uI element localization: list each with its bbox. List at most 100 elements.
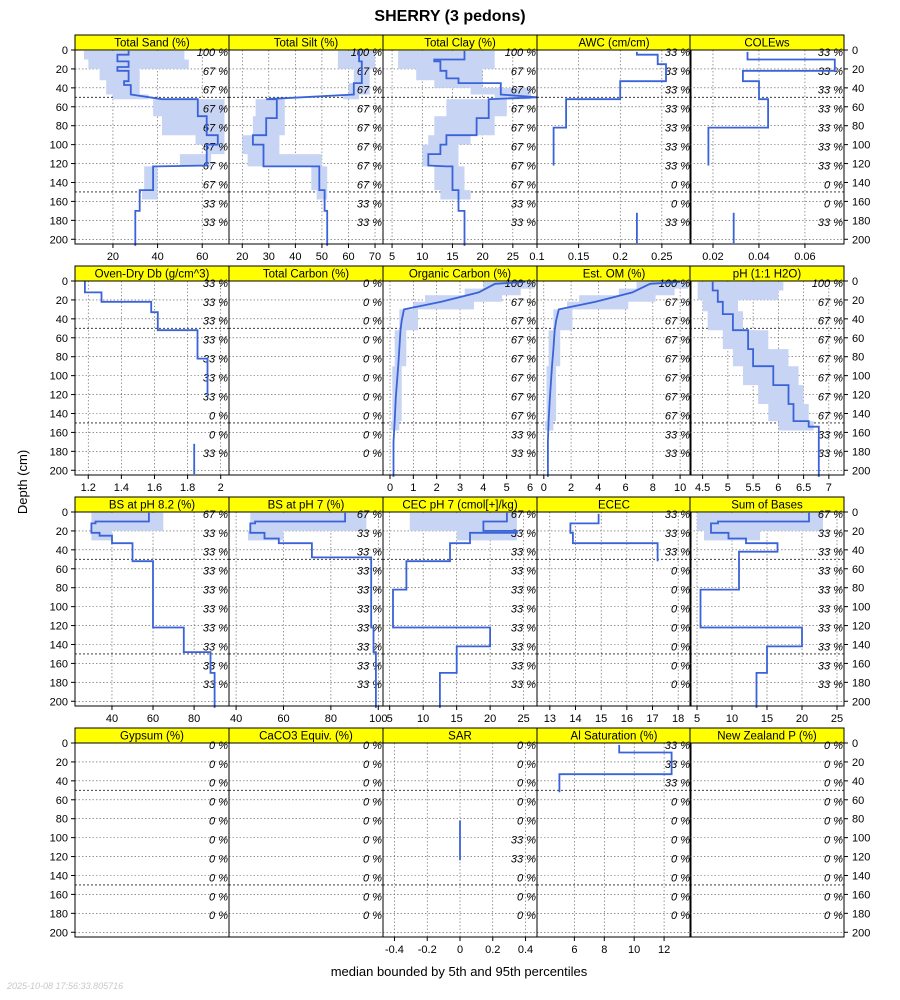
pct-label: 33 % xyxy=(818,66,843,78)
panel-strip-label: Oven-Dry Db (g/cm^3) xyxy=(95,269,210,281)
y-tick-label: 120 xyxy=(50,852,68,864)
pct-label: 33 % xyxy=(511,604,536,616)
pct-label: 0 % xyxy=(671,872,690,884)
x-tick-label: 7 xyxy=(826,482,832,494)
pct-label: 0 % xyxy=(671,816,690,828)
y-tick-label: 80 xyxy=(56,814,68,826)
y-tick-label: 100 xyxy=(852,371,870,383)
pct-label: 33 % xyxy=(511,622,536,634)
pct-label: 0 % xyxy=(363,759,382,771)
pct-label: 67 % xyxy=(511,335,536,347)
y-tick-label: 160 xyxy=(852,889,870,901)
pct-label: 33 % xyxy=(203,198,228,210)
pct-label: 33 % xyxy=(203,679,228,691)
pct-label: 0 % xyxy=(671,179,690,191)
pct-label: 0 % xyxy=(517,740,536,752)
y-tick-label: 140 xyxy=(50,408,68,420)
x-tick-label: 40 xyxy=(106,713,118,725)
y-tick-label: 60 xyxy=(852,564,864,576)
panel-strip-label: Al Saturation (%) xyxy=(571,731,658,743)
pct-label: 100 % xyxy=(659,278,690,290)
pct-label: 0 % xyxy=(671,604,690,616)
y-tick-label: 180 xyxy=(50,446,68,458)
y-tick-label: 200 xyxy=(852,234,870,246)
pct-label: 67 % xyxy=(818,335,843,347)
pct-label: 33 % xyxy=(665,217,690,229)
x-tick-label: 5 xyxy=(504,482,510,494)
y-tick-label: 60 xyxy=(56,795,68,807)
median-line xyxy=(90,512,216,708)
y-tick-label: 200 xyxy=(50,234,68,246)
y-tick-label: 120 xyxy=(852,390,870,402)
x-tick-label: 1.2 xyxy=(81,482,96,494)
pct-label: 33 % xyxy=(511,528,536,540)
y-tick-label: 200 xyxy=(852,696,870,708)
x-tick-label: 0.2 xyxy=(613,251,628,263)
pct-label: 33 % xyxy=(818,660,843,672)
y-tick-label: 120 xyxy=(852,852,870,864)
y-tick-label: 160 xyxy=(852,427,870,439)
y-tick-label: 0 xyxy=(62,276,68,288)
panel-frame xyxy=(536,511,692,707)
y-tick-label: 160 xyxy=(852,196,870,208)
pct-label: 67 % xyxy=(203,509,228,521)
y-tick-label: 20 xyxy=(852,295,864,307)
pct-label: 0 % xyxy=(209,410,228,422)
pct-label: 33 % xyxy=(818,160,843,172)
pct-label: 0 % xyxy=(209,891,228,903)
pct-label: 67 % xyxy=(511,509,536,521)
y-tick-label: 140 xyxy=(852,408,870,420)
y-tick-label: 140 xyxy=(50,870,68,882)
pct-label: 33 % xyxy=(818,604,843,616)
panel-strip-label: SAR xyxy=(448,731,472,743)
y-tick-label: 200 xyxy=(852,465,870,477)
pct-label: 0 % xyxy=(824,872,843,884)
pct-label: 33 % xyxy=(203,585,228,597)
pct-label: 67 % xyxy=(511,104,536,116)
y-tick-label: 60 xyxy=(852,795,864,807)
x-tick-label: 25 xyxy=(831,713,843,725)
pct-label: 33 % xyxy=(818,622,843,634)
panel: Est. OM (%) 100 % 67 % 67 % 67 % 67 % 67 % 67 %… xyxy=(536,265,692,494)
pct-label: 33 % xyxy=(357,641,382,653)
panel-frame xyxy=(689,49,845,245)
y-tick-label: 100 xyxy=(852,140,870,152)
pct-label: 33 % xyxy=(818,566,843,578)
x-tick-label: 10 xyxy=(726,713,738,725)
x-tick-label: 6.5 xyxy=(796,482,811,494)
y-tick-label: 120 xyxy=(50,390,68,402)
pct-label: 67 % xyxy=(511,160,536,172)
pct-label: 0 % xyxy=(363,410,382,422)
panel-frame xyxy=(536,280,692,476)
median-line xyxy=(116,50,219,246)
panel-frame xyxy=(228,742,384,938)
pct-label: 33 % xyxy=(203,278,228,290)
panel: pH (1:1 H2O) 100 % 67 % 67 % 67 % 67 % 67 % 67 … xyxy=(689,265,870,494)
pct-label: 0 % xyxy=(363,297,382,309)
pct-label: 33 % xyxy=(203,316,228,328)
pct-label: 33 % xyxy=(818,142,843,154)
panel-frame xyxy=(228,280,384,476)
pct-label: 67 % xyxy=(511,373,536,385)
y-tick-label: 80 xyxy=(852,352,864,364)
y-tick-label: 80 xyxy=(56,583,68,595)
percentile-band xyxy=(248,512,367,541)
pct-label: 33 % xyxy=(203,391,228,403)
x-tick-label: 5.5 xyxy=(745,482,760,494)
pct-label: 33 % xyxy=(511,429,536,441)
pct-label: 33 % xyxy=(511,641,536,653)
y-tick-label: 80 xyxy=(852,814,864,826)
y-tick-label: 180 xyxy=(50,677,68,689)
x-tick-label: 4 xyxy=(480,482,486,494)
pct-label: 67 % xyxy=(511,179,536,191)
y-tick-label: 60 xyxy=(56,102,68,114)
pct-label: 0 % xyxy=(824,853,843,865)
median-line xyxy=(707,51,836,166)
y-tick-label: 140 xyxy=(852,177,870,189)
x-tick-label: 0.15 xyxy=(568,251,589,263)
panel-frame xyxy=(689,742,845,938)
y-tick-label: 120 xyxy=(50,159,68,171)
y-tick-label: 160 xyxy=(50,196,68,208)
pct-label: 33 % xyxy=(818,585,843,597)
median-line xyxy=(552,51,667,166)
